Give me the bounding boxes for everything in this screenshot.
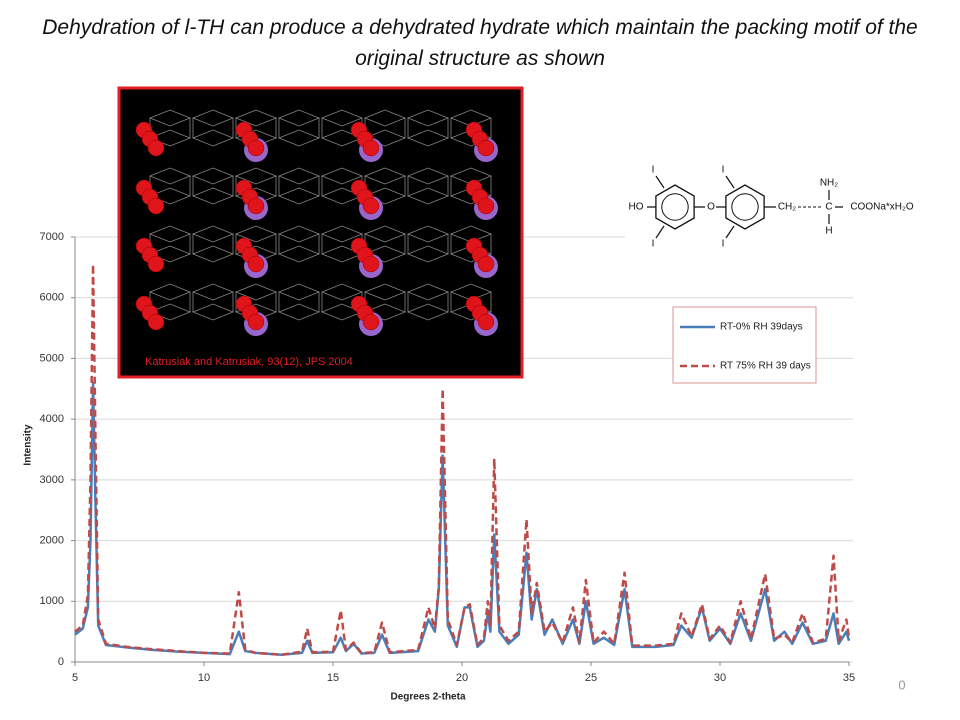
slide-title: Dehydration of l-TH can produce a dehydr… <box>42 16 918 70</box>
lattice <box>191 283 235 321</box>
x-tick-label: 10 <box>198 672 210 684</box>
lattice <box>277 109 321 147</box>
legend-box <box>672 306 817 384</box>
lattice <box>277 225 321 263</box>
crystal-image: Katrusiak and Katrusiak, 93(12), JPS 200… <box>117 86 524 379</box>
lattice <box>234 167 278 205</box>
y-tick-label: 1000 <box>40 595 64 607</box>
structure-label: I <box>652 165 655 176</box>
lattice <box>406 225 450 263</box>
lattice <box>363 225 407 263</box>
structure-label: O <box>707 202 715 213</box>
atom <box>477 197 495 215</box>
atom <box>247 255 265 273</box>
structure-label: CH₂ <box>778 202 796 213</box>
structure-label: NH₂ <box>820 178 838 189</box>
x-tick-label: 20 <box>456 672 468 684</box>
structure-background <box>625 160 935 246</box>
ring-inner <box>661 193 689 221</box>
structure-label: C <box>825 202 832 213</box>
lattice <box>449 283 493 321</box>
lattice <box>234 109 278 147</box>
atom <box>477 313 495 331</box>
lattice <box>191 109 235 147</box>
lattice <box>406 283 450 321</box>
lattice <box>363 109 407 147</box>
lattice <box>148 283 192 321</box>
ring-inner <box>731 193 759 221</box>
image-frame <box>117 86 524 379</box>
y-axis-title: Intensity <box>23 424 34 466</box>
page-number: 0 <box>898 677 905 692</box>
lattice <box>449 167 493 205</box>
atom <box>147 197 165 215</box>
lattice <box>449 225 493 263</box>
lattice <box>148 225 192 263</box>
lattice <box>191 225 235 263</box>
atom <box>247 197 265 215</box>
y-tick-label: 4000 <box>40 413 64 425</box>
atom <box>362 139 380 157</box>
structure-label: I <box>722 165 725 176</box>
lattice <box>234 225 278 263</box>
x-tick-label: 5 <box>72 672 78 684</box>
ring <box>725 184 765 230</box>
structure-label: HO <box>629 202 644 213</box>
x-tick-label: 15 <box>327 672 339 684</box>
y-tick-label: 2000 <box>40 534 64 546</box>
x-axis-title: Degrees 2-theta <box>390 692 465 703</box>
y-tick-label: 7000 <box>40 231 64 243</box>
atom <box>147 139 165 157</box>
atom <box>362 255 380 273</box>
lattice <box>148 167 192 205</box>
atom <box>247 139 265 157</box>
ring <box>655 184 695 230</box>
structure-label: H <box>825 226 832 237</box>
y-tick-label: 3000 <box>40 474 64 486</box>
atom <box>477 255 495 273</box>
y-tick-label: 5000 <box>40 352 64 364</box>
y-tick-label: 6000 <box>40 292 64 304</box>
atom <box>477 139 495 157</box>
legend-label: RT-0% RH 39days <box>720 322 803 333</box>
atom <box>147 313 165 331</box>
lattice <box>234 283 278 321</box>
x-tick-label: 25 <box>585 672 597 684</box>
lattice <box>191 167 235 205</box>
atom <box>362 197 380 215</box>
structure-label: COONa*xH₂O <box>850 202 914 213</box>
lattice <box>363 283 407 321</box>
atom <box>247 313 265 331</box>
lattice <box>363 167 407 205</box>
lattice <box>277 167 321 205</box>
lattice <box>406 109 450 147</box>
x-tick-label: 30 <box>714 672 726 684</box>
y-tick-label: 0 <box>58 656 64 668</box>
structure-label: I <box>722 239 725 250</box>
bonds <box>647 175 843 239</box>
chemical-structure: HO I I O I I CH₂ NH₂ C H COONa*xH₂O <box>625 160 935 250</box>
lattice <box>277 283 321 321</box>
lattice <box>148 109 192 147</box>
atom <box>362 313 380 331</box>
atom <box>147 255 165 273</box>
data-line <box>74 263 851 656</box>
lattice <box>449 109 493 147</box>
x-tick-label: 35 <box>843 672 855 684</box>
structure-label: I <box>652 239 655 250</box>
image-caption: Katrusiak and Katrusiak, 93(12), JPS 200… <box>145 356 353 368</box>
legend-label: RT 75% RH 39 days <box>720 361 811 372</box>
lattice <box>406 167 450 205</box>
